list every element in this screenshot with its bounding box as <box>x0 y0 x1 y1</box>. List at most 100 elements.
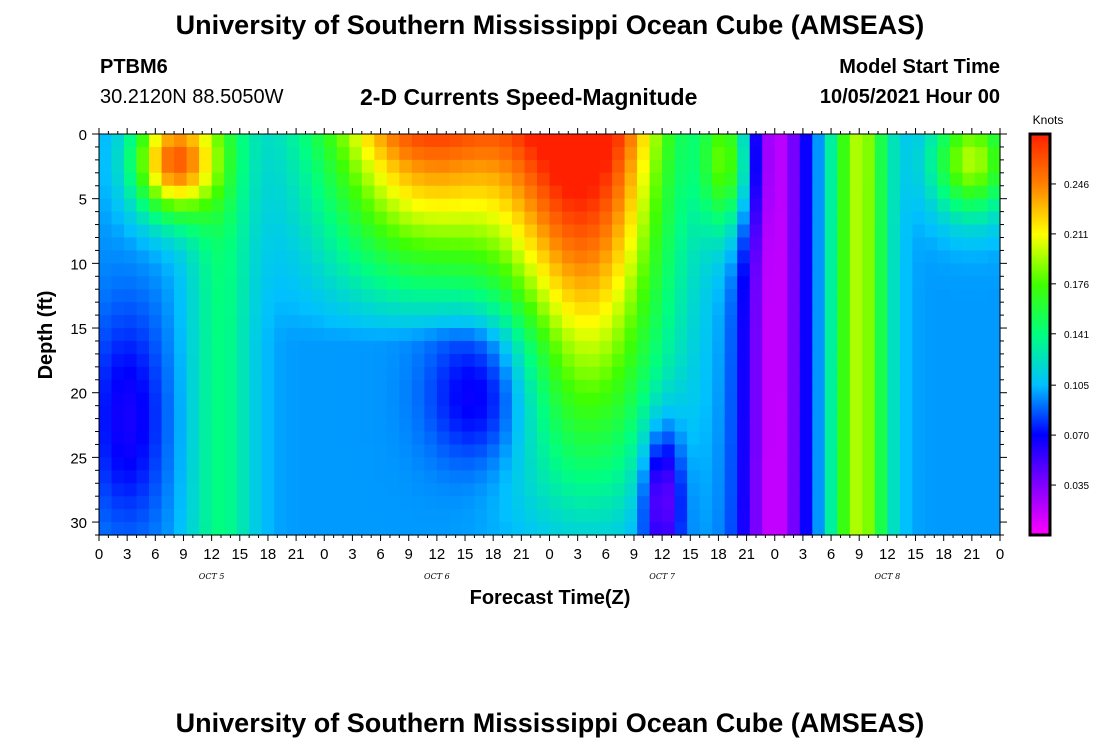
heatmap-cell <box>874 172 888 187</box>
heatmap-cell <box>249 470 263 484</box>
heatmap-cell <box>336 224 350 239</box>
heatmap-cell <box>549 366 563 381</box>
heatmap-cell <box>574 172 588 187</box>
heatmap-cell <box>136 289 150 303</box>
heatmap-cell <box>637 250 651 264</box>
heatmap-cell <box>699 250 713 264</box>
heatmap-cell <box>724 418 738 433</box>
heatmap-cell <box>174 159 188 174</box>
heatmap-cell <box>261 444 275 458</box>
heatmap-cell <box>374 172 388 187</box>
heatmap-cell <box>536 289 551 303</box>
heatmap-cell <box>724 237 738 252</box>
heatmap-cell <box>599 405 613 420</box>
heatmap-cell <box>436 431 450 446</box>
heatmap-cell <box>637 353 651 368</box>
heatmap-cell <box>924 418 939 433</box>
heatmap-cell <box>199 237 213 252</box>
heatmap-cell <box>749 457 763 471</box>
heatmap-cell <box>599 496 613 510</box>
heatmap-cell <box>912 366 926 381</box>
heatmap-cell <box>224 328 238 342</box>
heatmap-cell <box>486 522 501 536</box>
heatmap-cell <box>787 483 801 497</box>
heatmap-cell <box>211 250 225 264</box>
heatmap-cell <box>887 302 901 316</box>
heatmap-cell <box>124 263 138 277</box>
heatmap-cell <box>612 328 626 342</box>
heatmap-cell <box>612 237 626 252</box>
heatmap-cell <box>687 496 701 510</box>
heatmap-cell <box>511 146 526 161</box>
x-tick-label: 6 <box>376 546 384 563</box>
heatmap-cell <box>762 328 776 342</box>
heatmap-cell <box>511 302 526 316</box>
heatmap-cell <box>424 289 438 303</box>
heatmap-cell <box>562 340 576 355</box>
heatmap-cell <box>461 328 476 342</box>
heatmap-cell <box>211 470 225 484</box>
heatmap-cell <box>486 405 501 420</box>
heatmap-cell <box>949 431 964 446</box>
heatmap-cell <box>762 159 776 174</box>
heatmap-cell <box>862 172 876 187</box>
heatmap-cell <box>937 418 951 433</box>
heatmap-cell <box>249 379 263 394</box>
heatmap-cell <box>937 315 951 329</box>
heatmap-cell <box>311 328 325 342</box>
heatmap-cell <box>436 185 450 200</box>
heatmap-cell <box>712 134 726 148</box>
heatmap-cell <box>612 509 626 523</box>
heatmap-cell <box>474 353 488 368</box>
x-tick-label: 21 <box>964 546 981 563</box>
heatmap-cell <box>712 366 726 381</box>
heatmap-cell <box>474 276 488 290</box>
heatmap-cell <box>249 457 263 471</box>
heatmap-cell <box>674 496 688 510</box>
heatmap-cell <box>236 276 250 290</box>
heatmap-cell <box>124 457 138 471</box>
heatmap-cell <box>111 379 125 394</box>
heatmap-cell <box>186 198 200 213</box>
heatmap-cell <box>774 457 788 471</box>
heatmap-cell <box>974 457 989 471</box>
heatmap-cell <box>236 159 250 174</box>
heatmap-cell <box>637 418 651 433</box>
heatmap-cell <box>261 392 275 407</box>
heatmap-cell <box>874 224 888 239</box>
heatmap-cell <box>762 483 776 497</box>
heatmap-cell <box>862 483 876 497</box>
heatmap-cell <box>336 237 350 252</box>
heatmap-cell <box>324 211 338 226</box>
heatmap-cell <box>149 496 163 510</box>
heatmap-cell <box>136 418 150 433</box>
heatmap-cell <box>624 250 638 264</box>
heatmap-cell <box>361 328 375 342</box>
heatmap-cell <box>899 315 913 329</box>
heatmap-cell <box>211 276 225 290</box>
heatmap-cell <box>737 496 751 510</box>
heatmap-cell <box>486 185 501 200</box>
heatmap-cell <box>912 444 926 458</box>
heatmap-cell <box>762 392 776 407</box>
heatmap-cell <box>374 418 388 433</box>
heatmap-cell <box>474 237 488 252</box>
heatmap-cell <box>449 509 463 523</box>
heatmap-cell <box>787 224 801 239</box>
heatmap-cell <box>562 405 576 420</box>
heatmap-cell <box>574 470 588 484</box>
heatmap-cell <box>524 496 538 510</box>
heatmap-cell <box>449 224 463 239</box>
heatmap-cell <box>762 237 776 252</box>
heatmap-cell <box>962 496 976 510</box>
heatmap-cell <box>474 198 488 213</box>
heatmap-cell <box>837 444 851 458</box>
heatmap-cell <box>511 328 526 342</box>
heatmap-cell <box>887 134 901 148</box>
heatmap-cell <box>574 405 588 420</box>
heatmap-cell <box>637 224 651 239</box>
heatmap-cell <box>699 496 713 510</box>
heatmap-cell <box>99 172 113 187</box>
heatmap-cell <box>386 509 400 523</box>
heatmap-cell <box>837 353 851 368</box>
